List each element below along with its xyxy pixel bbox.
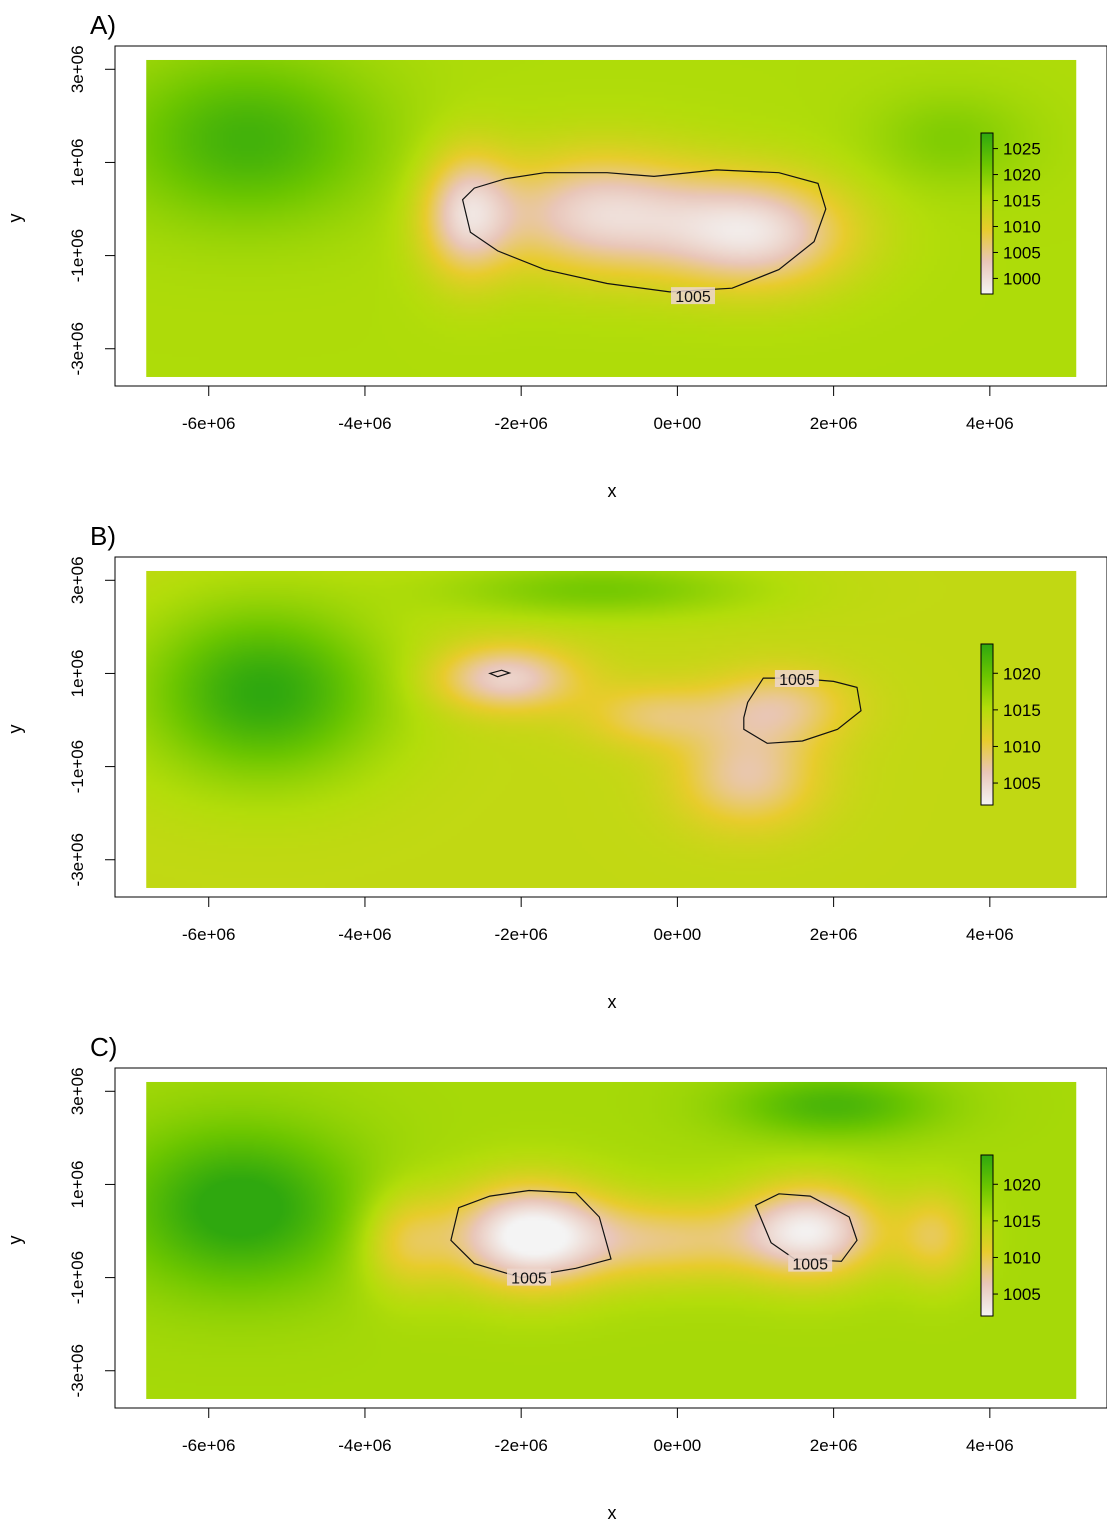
pressure-field-raster <box>146 1081 1077 1399</box>
x-tick-label: 4e+06 <box>966 925 1014 944</box>
y-tick-label: 3e+06 <box>68 1067 87 1115</box>
panel-label: C) <box>90 1032 117 1062</box>
x-tick-label: -4e+06 <box>338 414 391 433</box>
contour-label: 1005 <box>792 1257 828 1274</box>
x-tick-label: 4e+06 <box>966 1436 1014 1455</box>
legend-tick-label: 1005 <box>1003 243 1041 262</box>
contour-line-1 <box>488 669 512 678</box>
legend-colorbar <box>980 132 994 295</box>
y-tick-label: -1e+06 <box>68 229 87 282</box>
contour-line-0 <box>450 1189 612 1279</box>
legend-tick-label: 1015 <box>1003 701 1041 720</box>
legend-colorbar <box>980 1154 994 1317</box>
y-tick-label: -3e+06 <box>68 1344 87 1397</box>
contour-label: 1005 <box>511 1271 547 1288</box>
legend-tick-label: 1015 <box>1003 1212 1041 1231</box>
x-tick-label: -6e+06 <box>182 925 235 944</box>
plot-frame <box>114 556 1107 898</box>
panel-b: B) y x 1005 -6e+06 -4e+06 -2e+06 0e+00 2e+06 4… <box>5 521 1107 1012</box>
y-tick-label: 1e+06 <box>68 1161 87 1209</box>
contour-label: 1005 <box>675 289 711 306</box>
x-tick-label: 0e+00 <box>654 1436 702 1455</box>
legend-tick-label: 1020 <box>1003 1175 1041 1194</box>
contour-label-bg <box>774 670 819 688</box>
contour-label: 1005 <box>779 672 815 689</box>
x-tick-label: -2e+06 <box>494 414 547 433</box>
legend-tick-label: 1005 <box>1003 774 1041 793</box>
panel-label: B) <box>90 521 116 551</box>
x-tick-label: 0e+00 <box>654 414 702 433</box>
x-axis-label: x <box>608 1503 617 1521</box>
legend-tick-label: 1020 <box>1003 166 1041 185</box>
y-tick-label: 3e+06 <box>68 556 87 604</box>
legend-tick-label: 1005 <box>1003 1285 1041 1304</box>
y-axis-label: y <box>5 725 25 734</box>
contour-label-bg <box>506 1268 551 1286</box>
legend-tick-label: 1010 <box>1003 1248 1041 1267</box>
x-tick-label: -6e+06 <box>182 1436 235 1455</box>
y-tick-label: -1e+06 <box>68 740 87 793</box>
panel-label: A) <box>90 10 116 40</box>
x-tick-label: -4e+06 <box>338 1436 391 1455</box>
y-axis-label: y <box>5 1236 25 1245</box>
legend-tick-label: 1010 <box>1003 217 1041 236</box>
x-tick-label: -2e+06 <box>494 1436 547 1455</box>
x-tick-label: 2e+06 <box>810 925 858 944</box>
y-tick-label: 1e+06 <box>68 650 87 698</box>
plot-frame <box>114 1067 1107 1409</box>
contour-line-1 <box>754 1193 858 1262</box>
legend-colorbar <box>980 643 994 806</box>
y-axis-label: y <box>5 214 25 223</box>
pressure-field-raster <box>146 570 1077 888</box>
x-axis-label: x <box>608 992 617 1012</box>
pressure-field-raster <box>146 59 1077 377</box>
y-tick-label: 3e+06 <box>68 45 87 93</box>
y-tick-label: 1e+06 <box>68 139 87 187</box>
x-tick-label: 2e+06 <box>810 1436 858 1455</box>
contour-label-bg <box>671 287 716 305</box>
plot-frame <box>114 45 1107 387</box>
x-tick-label: -6e+06 <box>182 414 235 433</box>
x-tick-label: 2e+06 <box>810 414 858 433</box>
x-tick-label: 0e+00 <box>654 925 702 944</box>
x-tick-label: -2e+06 <box>494 925 547 944</box>
legend-tick-label: 1025 <box>1003 140 1041 159</box>
legend-tick-label: 1015 <box>1003 192 1041 211</box>
y-tick-label: -1e+06 <box>68 1251 87 1304</box>
x-tick-label: -4e+06 <box>338 925 391 944</box>
legend-tick-label: 1010 <box>1003 737 1041 756</box>
panel-c: C) y x 1005 1005 -6e+06 -4e+06 -2e+06 0e+00 2e… <box>5 1032 1107 1521</box>
legend-tick-label: 1000 <box>1003 269 1041 288</box>
legend-tick-label: 1020 <box>1003 664 1041 683</box>
y-tick-label: -3e+06 <box>68 322 87 375</box>
contour-line-0 <box>461 169 827 293</box>
contour-label-bg <box>788 1254 833 1272</box>
panel-a: A) y x 1005 -6e+06 -4e+06 -2e+06 0e+00 2e+06 4… <box>5 10 1107 501</box>
y-tick-label: -3e+06 <box>68 833 87 886</box>
x-axis-label: x <box>608 481 617 501</box>
x-tick-label: 4e+06 <box>966 414 1014 433</box>
